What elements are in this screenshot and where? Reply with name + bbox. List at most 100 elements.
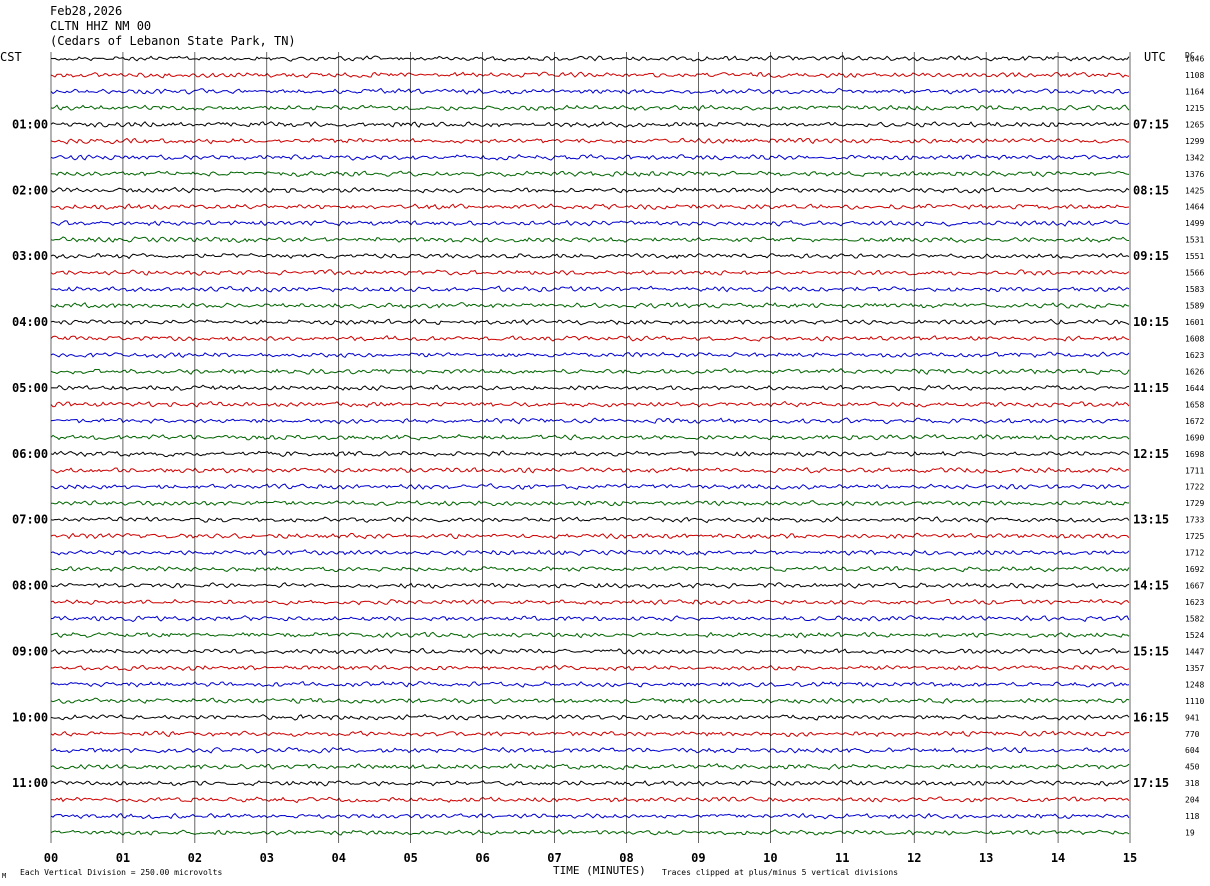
x-tick-label: 08 <box>619 851 633 865</box>
right-hour-label: 10:15 <box>1133 315 1169 329</box>
dc-offset-label: 1623 <box>1185 598 1204 607</box>
x-tick-label: 10 <box>763 851 777 865</box>
dc-offset-label: 204 <box>1185 796 1200 805</box>
right-timezone-label: UTC <box>1144 50 1166 64</box>
dc-offset-label: 1583 <box>1185 285 1204 294</box>
dc-offset-label: 1623 <box>1185 351 1204 360</box>
seismic-trace <box>50 532 1130 540</box>
dc-offset-label: 1698 <box>1185 450 1204 459</box>
dc-offset-label: 1692 <box>1185 565 1204 574</box>
left-hour-label: 01:00 <box>12 117 48 131</box>
right-hour-label: 11:15 <box>1133 381 1169 395</box>
dc-offset-label: 1110 <box>1185 697 1204 706</box>
seismic-trace <box>50 318 1130 326</box>
seismic-trace <box>50 664 1130 672</box>
dc-offset-label: 1164 <box>1185 87 1204 96</box>
seismic-trace <box>50 269 1130 276</box>
dc-offset-label: 1464 <box>1185 203 1204 212</box>
chart-labels: 00 01 02 03 04 05 06 07 08 09 10 11 12 13 14 15 01:00 02:… <box>12 55 1204 866</box>
seismic-trace <box>50 154 1130 161</box>
dc-offset-label: 1644 <box>1185 384 1204 393</box>
left-hour-label: 09:00 <box>12 644 48 658</box>
seismic-trace <box>50 121 1130 128</box>
dc-offset-label: 1499 <box>1185 219 1204 228</box>
dc-offset-label: 1711 <box>1185 466 1204 475</box>
dc-offset-label: 1342 <box>1185 153 1204 162</box>
right-hour-label: 08:15 <box>1133 183 1169 197</box>
station-location: (Cedars of Lebanon State Park, TN) <box>50 34 296 48</box>
seismic-trace <box>50 384 1130 392</box>
seismic-trace <box>50 796 1130 804</box>
seismic-trace <box>51 483 1130 490</box>
right-hour-label: 14:15 <box>1133 579 1169 593</box>
dc-offset-label: 1108 <box>1185 71 1204 80</box>
x-axis-title: TIME (MINUTES) <box>553 864 646 877</box>
left-hour-label: 03:00 <box>12 249 48 263</box>
dc-offset-label: 1626 <box>1185 367 1204 376</box>
trace-group <box>50 55 1130 836</box>
seismic-trace <box>50 368 1130 376</box>
dc-offset-label: 1658 <box>1185 400 1204 409</box>
seismic-trace <box>50 334 1130 342</box>
seismic-trace <box>50 170 1130 178</box>
dc-offset-label: 1589 <box>1185 302 1204 311</box>
x-tick-label: 12 <box>907 851 921 865</box>
left-hour-label: 10:00 <box>12 710 48 724</box>
dc-offset-label: 1566 <box>1185 269 1204 278</box>
dc-offset-label: 1733 <box>1185 516 1204 525</box>
seismic-trace <box>50 467 1130 474</box>
right-hour-label: 13:15 <box>1133 513 1169 527</box>
right-hour-label: 09:15 <box>1133 249 1169 263</box>
right-hour-label: 16:15 <box>1133 710 1169 724</box>
x-tick-label: 07 <box>547 851 561 865</box>
seismic-trace <box>50 71 1130 79</box>
left-hour-label: 07:00 <box>12 513 48 527</box>
seismic-trace <box>50 746 1130 754</box>
x-tick-label: 04 <box>332 851 346 865</box>
x-tick-label: 00 <box>44 851 58 865</box>
dc-offset-label: 1608 <box>1185 334 1204 343</box>
seismic-trace <box>50 186 1130 194</box>
seismic-trace <box>50 763 1130 771</box>
seismic-trace <box>50 252 1130 260</box>
right-hour-label: 12:15 <box>1133 447 1169 461</box>
x-tick-label: 05 <box>403 851 417 865</box>
dc-offset-label: 1215 <box>1185 104 1204 113</box>
right-hour-label: 17:15 <box>1133 776 1169 790</box>
dc-offset-label: 1425 <box>1185 186 1204 195</box>
seismic-trace <box>50 565 1130 573</box>
dc-offset-label: 1299 <box>1185 137 1204 146</box>
dc-offset-label: 1551 <box>1185 252 1204 261</box>
dc-offset-label: 1667 <box>1185 582 1204 591</box>
x-tick-label: 02 <box>188 851 202 865</box>
seismic-trace <box>50 400 1130 408</box>
x-tick-label: 06 <box>475 851 489 865</box>
clip-note: Traces clipped at plus/minus 5 vertical … <box>662 868 898 877</box>
right-hour-label: 07:15 <box>1133 117 1169 131</box>
seismic-trace <box>50 104 1130 112</box>
dc-offset-label: 770 <box>1185 730 1200 739</box>
dc-offset-label: 1722 <box>1185 483 1204 492</box>
seismic-trace <box>50 219 1130 227</box>
dc-offset-label: 941 <box>1185 713 1200 722</box>
seismic-trace <box>50 697 1130 705</box>
dc-offset-label: 19 <box>1185 829 1195 838</box>
seismic-trace <box>50 351 1130 359</box>
x-tick-label: 11 <box>835 851 849 865</box>
dc-column-header: DC <box>1185 51 1195 60</box>
plot-date: Feb28,2026 <box>50 4 123 18</box>
dc-offset-label: 1729 <box>1185 499 1204 508</box>
seismic-trace <box>50 417 1130 425</box>
corner-mark: M <box>2 872 6 880</box>
seismic-trace <box>50 647 1130 655</box>
dc-offset-label: 118 <box>1185 812 1200 821</box>
x-tick-label: 01 <box>116 851 130 865</box>
seismic-trace <box>51 615 1130 623</box>
seismic-trace <box>50 433 1130 441</box>
dc-offset-label: 450 <box>1185 763 1200 772</box>
dc-offset-label: 1046 <box>1185 55 1204 64</box>
seismic-trace <box>50 55 1130 62</box>
dc-offset-label: 1376 <box>1185 170 1204 179</box>
seismic-trace <box>50 829 1130 836</box>
seismic-trace <box>50 631 1130 639</box>
